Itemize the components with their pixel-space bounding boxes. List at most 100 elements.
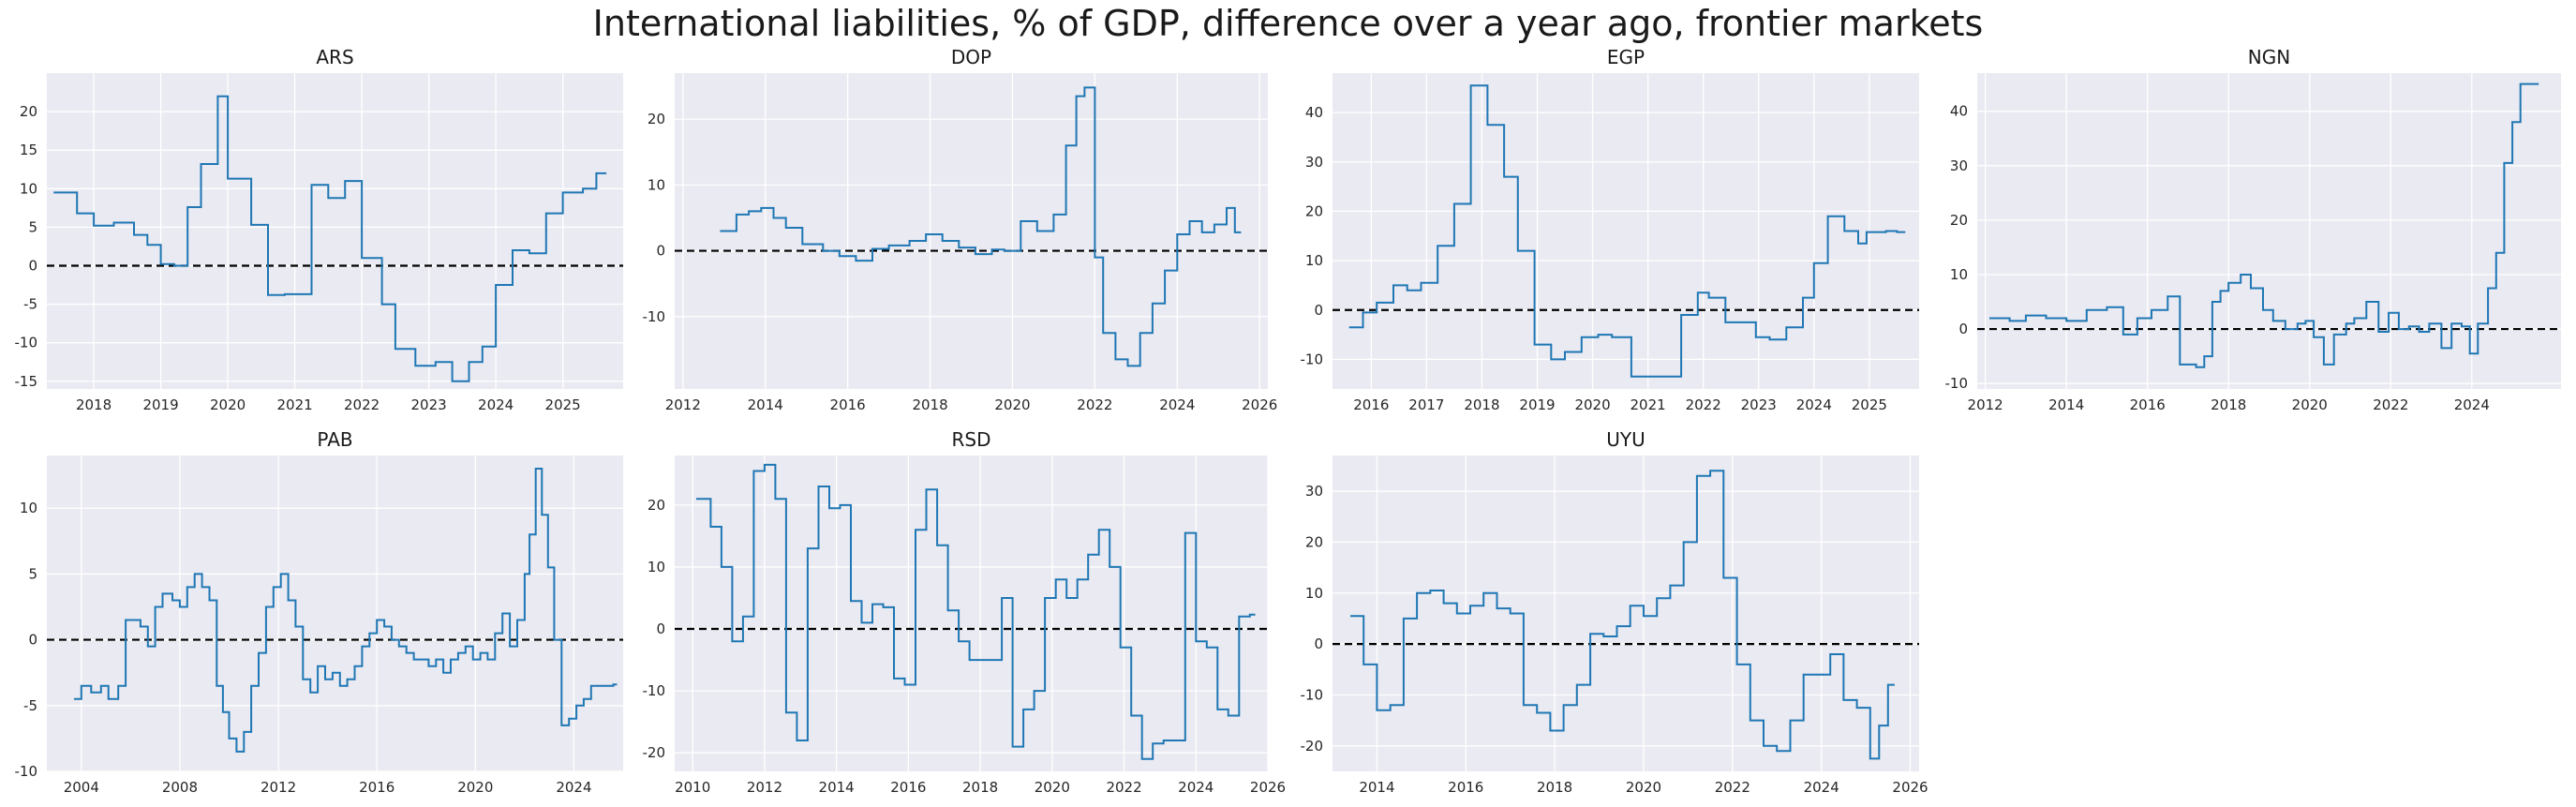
x-tick-label: 2008 <box>162 779 198 796</box>
x-tick-label: 2014 <box>819 779 855 796</box>
x-tick-label: 2024 <box>478 396 514 413</box>
y-tick-label: 30 <box>1950 157 1968 174</box>
y-tick-label: -5 <box>23 697 37 714</box>
x-tick-label: 2012 <box>1968 396 2003 413</box>
x-tick-label: 2016 <box>890 779 926 796</box>
plot-area <box>675 73 1268 389</box>
x-tick-label: 2024 <box>1796 396 1832 413</box>
x-tick-label: 2004 <box>64 779 99 796</box>
x-tick-label: 2019 <box>142 396 178 413</box>
x-tick-label: 2020 <box>2292 396 2328 413</box>
panel-rsd: 2010 2012 2014 2016 2018 2020 2022 2024 2026-20-… <box>643 428 1287 796</box>
panel-title: PAB <box>317 428 352 451</box>
y-tick-label: 10 <box>20 180 37 197</box>
series-line <box>53 95 607 382</box>
y-tick-label: 20 <box>1950 212 1968 229</box>
series-line <box>696 463 1256 760</box>
panel-title: DOP <box>951 46 991 68</box>
x-tick-label: 2022 <box>2373 396 2408 413</box>
x-tick-label: 2016 <box>830 396 866 413</box>
y-tick-label: 20 <box>20 103 37 120</box>
x-tick-label: 2012 <box>665 396 701 413</box>
y-tick-label: 0 <box>28 257 37 274</box>
x-tick-label: 2016 <box>2130 396 2166 413</box>
x-tick-label: 2016 <box>359 779 395 796</box>
y-tick-label: 10 <box>20 500 37 516</box>
y-tick-label: 0 <box>1314 302 1323 319</box>
x-tick-label: 2023 <box>1741 396 1777 413</box>
panel-pab: 2004 2008 2012 2016 2020 2024 -10 -5 0 5 10 PAB <box>15 428 623 796</box>
x-tick-label: 2021 <box>1630 396 1666 413</box>
x-tick-label: 2014 <box>2048 396 2084 413</box>
series-line <box>720 86 1242 367</box>
panel-ars: 2018 2019 2020 2021 2022 2023 2024 2025 -15 -10 -5… <box>15 46 623 413</box>
y-tick-label: -20 <box>1301 738 1324 755</box>
y-tick-label: 10 <box>1950 266 1968 283</box>
y-tick-label: 0 <box>1314 635 1323 652</box>
y-tick-label: 20 <box>1305 533 1323 550</box>
series-line <box>1350 470 1895 760</box>
x-tick-label: 2026 <box>1892 779 1928 796</box>
y-tick-label: -5 <box>23 296 37 313</box>
y-tick-label: -10 <box>1945 375 1969 392</box>
panel-title: UYU <box>1606 428 1645 451</box>
y-tick-label: -20 <box>643 744 666 761</box>
series-line <box>1989 82 2539 368</box>
series-line <box>1348 84 1906 378</box>
x-tick-label: 2025 <box>1852 396 1887 413</box>
panel-title: EGP <box>1607 46 1645 68</box>
x-tick-label: 2020 <box>1574 396 1610 413</box>
y-tick-label: 30 <box>1305 483 1323 500</box>
x-tick-label: 2022 <box>1077 396 1112 413</box>
y-tick-label: 10 <box>1305 252 1323 269</box>
x-tick-label: 2018 <box>962 779 998 796</box>
panel-dop: 2012 2014 2016 2018 2020 2022 2024 2026 -10 0 10 20… <box>643 46 1278 413</box>
x-tick-label: 2019 <box>1519 396 1555 413</box>
x-tick-label: 2018 <box>76 396 112 413</box>
x-tick-label: 2024 <box>2454 396 2490 413</box>
x-tick-label: 2020 <box>1035 779 1070 796</box>
y-tick-label: 15 <box>20 142 37 158</box>
x-tick-label: 2022 <box>1106 779 1141 796</box>
series-line <box>73 468 618 753</box>
x-tick-label: 2024 <box>1178 779 1214 796</box>
x-tick-label: 2020 <box>994 396 1030 413</box>
x-tick-label: 2017 <box>1408 396 1444 413</box>
x-tick-label: 2018 <box>1537 779 1572 796</box>
x-tick-label: 2016 <box>1353 396 1389 413</box>
y-tick-label: 10 <box>1305 585 1323 602</box>
x-tick-label: 2023 <box>411 396 447 413</box>
y-tick-label: -10 <box>1301 351 1324 367</box>
x-tick-label: 2024 <box>1159 396 1195 413</box>
x-tick-label: 2014 <box>748 396 783 413</box>
plot-area <box>1333 456 1919 771</box>
panel-title: ARS <box>316 46 353 68</box>
x-tick-label: 2025 <box>545 396 581 413</box>
y-tick-label: 20 <box>1305 202 1323 219</box>
x-tick-label: 2018 <box>2211 396 2246 413</box>
y-tick-label: 0 <box>28 632 37 649</box>
plot-area <box>675 456 1268 771</box>
x-tick-label: 2024 <box>556 779 591 796</box>
y-tick-label: 40 <box>1305 104 1323 121</box>
x-tick-label: 2024 <box>1804 779 1839 796</box>
y-tick-label: -10 <box>15 335 38 351</box>
y-tick-label: 10 <box>648 559 665 575</box>
x-tick-label: 2014 <box>1359 779 1394 796</box>
x-tick-label: 2026 <box>1242 396 1277 413</box>
plot-area <box>47 456 623 771</box>
x-tick-label: 2022 <box>1686 396 1721 413</box>
x-tick-label: 2021 <box>276 396 312 413</box>
y-tick-label: 0 <box>1958 321 1968 337</box>
panel-title: RSD <box>952 428 991 451</box>
panel-title: NGN <box>2248 46 2290 68</box>
x-tick-label: 2020 <box>1626 779 1661 796</box>
y-tick-label: -10 <box>1301 686 1324 703</box>
x-tick-label: 2012 <box>747 779 782 796</box>
x-tick-label: 2012 <box>261 779 296 796</box>
x-tick-label: 2018 <box>1464 396 1499 413</box>
y-tick-label: -10 <box>643 308 666 325</box>
plot-area <box>1977 73 2561 389</box>
